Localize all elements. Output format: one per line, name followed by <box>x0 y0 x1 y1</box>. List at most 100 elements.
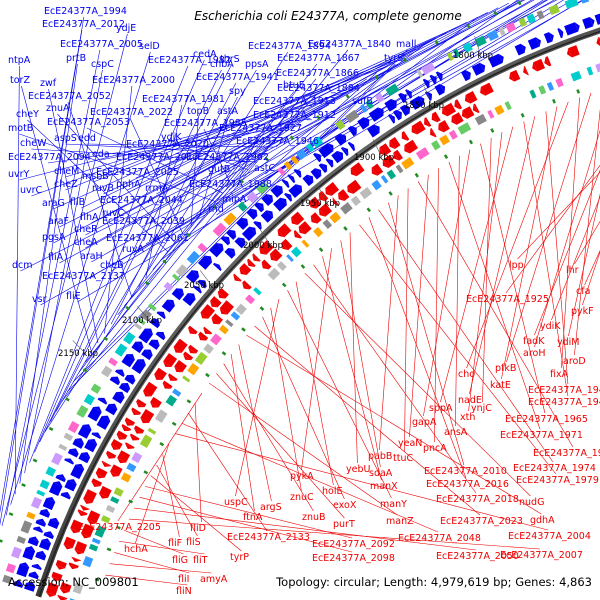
reverse-connector <box>128 518 540 550</box>
forward-cog-block <box>67 420 80 434</box>
forward-cds-arrow <box>24 583 36 592</box>
forward-cds-arrow <box>302 174 314 187</box>
forward-connector <box>216 0 519 216</box>
reverse-cds-arrow <box>233 274 241 282</box>
forward-cds-arrow <box>254 202 264 213</box>
forward-cds-arrow <box>75 438 85 444</box>
outer-marker <box>21 483 26 488</box>
forward-gene-label: btuE <box>283 80 305 91</box>
reverse-gene-label: EcE24377A_2133 <box>227 532 310 543</box>
reverse-cds-arrow <box>173 338 188 353</box>
forward-cds-arrow <box>284 192 293 202</box>
inner-marker <box>128 499 134 504</box>
forward-cds-arrow <box>574 22 580 32</box>
forward-connector <box>113 0 521 220</box>
forward-connector <box>190 116 199 227</box>
reverse-gene-label: nudG <box>519 497 544 508</box>
reverse-gene-label: EcE24377A_2050 <box>436 551 519 562</box>
reverse-cog-block <box>105 504 116 513</box>
reverse-cog-block <box>277 261 287 271</box>
reverse-cds-arrow <box>480 86 486 96</box>
reverse-cds-arrow <box>597 37 600 44</box>
forward-cds-arrow <box>212 262 222 272</box>
reverse-cds-arrow <box>163 361 172 368</box>
genome-stats-text: Topology: circular; Length: 4,979,619 bp… <box>275 575 592 589</box>
forward-cds-arrow <box>148 339 160 350</box>
forward-cds-arrow <box>204 255 213 263</box>
reverse-cds-arrow <box>350 162 365 177</box>
reverse-cds-arrow <box>247 260 255 267</box>
forward-cds-arrow <box>234 237 246 249</box>
reverse-connector <box>145 486 352 539</box>
reverse-gene-label: EcE24377A_1965 <box>505 414 588 425</box>
reverse-gene-label: fliI <box>178 574 189 585</box>
forward-cds-arrow <box>405 89 412 99</box>
forward-gene-label: EcE24377A_1912 <box>253 110 336 121</box>
reverse-cds-arrow <box>338 193 345 202</box>
reverse-cds-arrow <box>277 223 292 238</box>
reverse-connector <box>246 334 542 515</box>
forward-cds-arrow <box>535 37 541 47</box>
forward-cds-arrow <box>149 318 161 329</box>
reverse-cds-arrow <box>95 473 105 479</box>
forward-cds-arrow <box>288 174 296 182</box>
forward-connector <box>29 65 189 463</box>
reverse-cog-block <box>439 134 450 146</box>
reverse-cog-block <box>100 515 111 524</box>
forward-connector <box>65 54 407 191</box>
forward-cog-block <box>133 322 143 330</box>
forward-connector <box>86 143 275 148</box>
forward-connector <box>172 142 249 171</box>
reverse-gene-label: pabB <box>368 451 392 462</box>
reverse-cds-arrow <box>461 110 468 119</box>
reverse-gene-label: manX <box>370 481 398 492</box>
forward-cds-arrow <box>35 520 46 527</box>
forward-cds-arrow <box>479 62 486 72</box>
reverse-cog-block <box>225 319 234 328</box>
forward-cog-block <box>256 181 270 195</box>
reverse-cds-arrow <box>404 145 410 154</box>
accession-text: Accession: NC_009801 <box>8 575 139 589</box>
forward-cds-arrow <box>318 143 334 159</box>
reverse-cds-arrow <box>424 118 430 127</box>
forward-cog-block <box>51 452 63 466</box>
forward-gene-label: cheZ <box>54 179 78 190</box>
forward-cds-arrow <box>16 563 30 578</box>
reverse-cds-arrow <box>116 430 128 440</box>
reverse-cds-arrow <box>87 510 101 524</box>
reverse-cog-block <box>290 246 302 258</box>
forward-cog-block <box>83 393 95 406</box>
forward-cds-arrow <box>25 546 36 552</box>
forward-gene-label: uvrC <box>20 185 43 196</box>
forward-cog-block <box>20 520 33 534</box>
reverse-cds-arrow <box>252 254 260 262</box>
inner-marker <box>318 247 324 253</box>
forward-cds-arrow <box>220 236 231 246</box>
reverse-cds-arrow <box>210 296 222 308</box>
reverse-cds-arrow <box>129 435 139 441</box>
kbp-tick-label: 2100 kbp <box>122 316 162 326</box>
forward-gene-label: uvrY <box>8 169 30 180</box>
reverse-cds-arrow <box>451 116 457 125</box>
forward-cds-arrow <box>108 403 118 410</box>
outer-marker <box>493 11 498 16</box>
reverse-cog-block <box>555 77 564 88</box>
reverse-cds-arrow <box>239 268 247 275</box>
forward-cds-arrow <box>293 168 302 178</box>
forward-cds-arrow <box>582 17 593 30</box>
forward-cds-arrow <box>465 70 471 79</box>
reverse-cog-block <box>245 294 256 305</box>
forward-gene-label: cheW <box>20 138 47 149</box>
forward-cds-arrow <box>101 415 111 422</box>
forward-cds-arrow <box>426 91 432 101</box>
forward-gene-label: cheB <box>100 260 124 271</box>
reverse-cds-arrow <box>117 457 127 464</box>
forward-gene-label: EcE24377A_2005 <box>60 39 143 50</box>
reverse-connector <box>368 217 467 479</box>
forward-cds-arrow <box>594 13 600 25</box>
forward-cog-block <box>296 148 308 160</box>
forward-gene-label: EcE24377A_2053 <box>47 117 130 128</box>
forward-gene-label: edd <box>78 133 96 144</box>
forward-cds-arrow <box>314 152 322 161</box>
reverse-cds-arrow <box>332 197 339 206</box>
